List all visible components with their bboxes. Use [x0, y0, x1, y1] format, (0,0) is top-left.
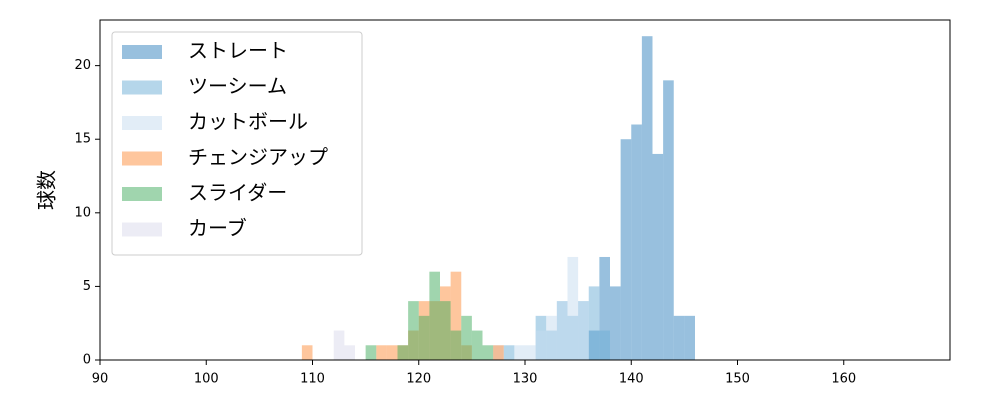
x-tick-label: 150: [725, 372, 750, 387]
x-tick-label: 120: [406, 372, 431, 387]
legend-swatch: [122, 80, 162, 95]
legend-label: チェンジアップ: [188, 145, 328, 169]
x-tick-label: 100: [194, 372, 219, 387]
y-tick-label: 10: [74, 205, 91, 220]
y-tick-label: 0: [83, 353, 91, 368]
bar: [546, 315, 557, 360]
legend-label: カーブ: [188, 216, 247, 240]
bar: [440, 301, 451, 360]
x-tick-label: 130: [513, 372, 538, 387]
bar: [386, 345, 398, 360]
legend-swatch: [122, 151, 162, 166]
bar: [663, 80, 674, 361]
legend-swatch: [122, 187, 162, 201]
legend-label: ツーシーム: [188, 74, 287, 98]
legend-label: ストレート: [188, 39, 288, 63]
bar: [610, 286, 621, 360]
bar: [535, 330, 547, 360]
legend-label: スライダー: [188, 181, 287, 205]
bar: [578, 301, 589, 360]
bar: [333, 330, 345, 360]
bar: [418, 315, 430, 360]
bar: [482, 345, 494, 360]
bar: [514, 345, 525, 360]
y-tick-label: 20: [74, 58, 91, 73]
x-tick-label: 90: [92, 372, 109, 387]
legend-box: [111, 31, 363, 256]
bar: [376, 345, 387, 360]
bar: [408, 301, 419, 360]
bar: [631, 124, 642, 360]
bar: [503, 345, 515, 360]
bar: [652, 153, 664, 360]
bar: [344, 345, 355, 360]
bar: [461, 315, 472, 360]
y-tick-label: 5: [83, 279, 91, 294]
bar: [641, 36, 653, 360]
legend-label: カットボール: [188, 110, 308, 134]
x-tick-label: 110: [300, 372, 325, 387]
bar: [599, 256, 610, 360]
bar: [471, 330, 483, 360]
bar: [450, 271, 462, 360]
y-tick-label: 15: [74, 132, 91, 147]
bar: [525, 345, 536, 360]
x-tick-label: 140: [619, 372, 644, 387]
bar: [620, 139, 632, 360]
x-tick-label: 160: [831, 372, 856, 387]
legend-swatch: [122, 116, 162, 130]
y-axis-label: 球数: [35, 170, 59, 210]
bar: [301, 345, 313, 360]
bar: [567, 256, 579, 360]
bar: [365, 345, 377, 360]
bar: [493, 345, 504, 360]
bar: [673, 315, 685, 360]
bar: [429, 271, 440, 360]
bar: [450, 330, 462, 360]
bar: [397, 345, 409, 360]
bar: [588, 286, 600, 360]
bar: [684, 315, 695, 360]
bar: [599, 330, 610, 360]
legend-swatch: [122, 45, 162, 59]
legend-swatch: [122, 222, 162, 237]
bar: [556, 301, 568, 360]
